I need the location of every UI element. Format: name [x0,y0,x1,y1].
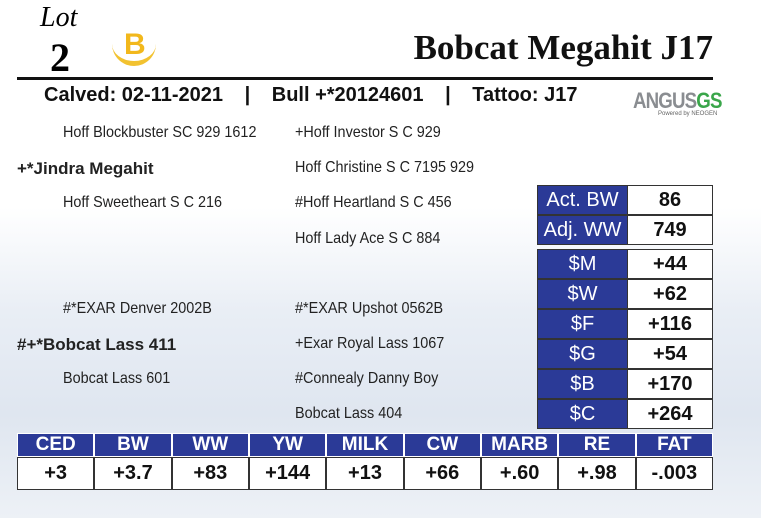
epd-header: MILK [326,433,404,457]
epd-header: CED [17,433,95,457]
pedigree-name: Hoff Lady Ace S C 884 [295,230,441,247]
index-label: $M [537,249,628,279]
epd-header: MARB [481,433,559,457]
epd-value: +66 [403,457,481,490]
epd-header: RE [558,433,636,457]
pedigree-name: Bobcat Lass 601 [63,370,171,387]
brand-suffix: GS [696,88,722,113]
index-value: +44 [627,249,713,279]
epd-value: +.60 [481,457,559,490]
tattoo: Tattoo: J17 [472,84,578,106]
pedigree-name: #Connealy Danny Boy [295,370,439,387]
separator: | [445,84,451,106]
pedigree-name: Hoff Sweetheart S C 216 [63,194,223,211]
epd-value: +3 [17,457,95,490]
pedigree-name: #+*Bobcat Lass 411 [17,335,177,354]
index-label: $G [537,339,628,369]
trait-value: 749 [627,215,713,245]
title: Bobcat Megahit J17 [413,28,713,67]
epd-header: YW [249,433,327,457]
epd-value: +.98 [558,457,636,490]
epd-value: +3.7 [94,457,172,490]
pedigree-name: Hoff Christine S C 7195 929 [295,159,475,176]
brand: ANGUSGS [633,88,722,114]
pedigree-name: Hoff Blockbuster SC 929 1612 [63,124,257,141]
pedigree-name: +Exar Royal Lass 1067 [295,335,445,352]
index-label: $B [537,369,628,399]
pedigree-name: +Hoff Investor S C 929 [295,124,441,141]
trait-value: 86 [627,185,713,215]
epd-value: +144 [249,457,327,490]
epd-header: CW [403,433,481,457]
rule [17,77,713,80]
index-value: +54 [627,339,713,369]
lot-number: 2 [50,35,70,80]
brand-name: ANGUS [633,88,697,113]
pedigree-name: #Hoff Heartland S C 456 [295,194,452,211]
index-label: $W [537,279,628,309]
epd-header: FAT [635,433,713,457]
logo-arc [112,30,156,66]
trait-label: Act. BW [537,185,628,215]
logo: B [124,28,146,61]
index-label: $C [537,399,628,429]
brand-tagline: Powered by NEOGEN [658,111,718,117]
index-value: +62 [627,279,713,309]
separator: | [244,84,251,106]
lot-word: Lot [40,2,78,33]
pedigree-name: Bobcat Lass 404 [295,405,403,422]
pedigree-name: #*EXAR Denver 2002B [63,300,212,317]
index-label: $F [537,309,628,339]
pedigree-name: #*EXAR Upshot 0562B [295,300,444,317]
info-row: Calved: 02-11-2021 | Bull +*20124601 | T… [44,84,577,107]
trait-label: Adj. WW [537,215,628,245]
epd-header: BW [94,433,172,457]
index-value: +264 [627,399,713,429]
pedigree-name: +*Jindra Megahit [17,159,154,178]
index-value: +116 [627,309,713,339]
epd-header: WW [171,433,249,457]
epd-value: +83 [171,457,249,490]
calved: Calved: 02-11-2021 [44,84,224,106]
epd-value: +13 [326,457,404,490]
epd-value: -.003 [635,457,713,490]
bull-reg: Bull +*20124601 [271,84,424,106]
index-value: +170 [627,369,713,399]
